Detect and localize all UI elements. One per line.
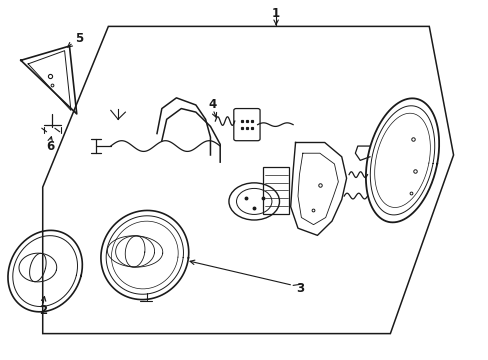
Bar: [262, 167, 289, 214]
Text: 5: 5: [75, 32, 83, 45]
Text: 4: 4: [208, 99, 217, 112]
Text: 2: 2: [39, 304, 47, 317]
Text: 3: 3: [296, 283, 304, 296]
Text: 1: 1: [271, 7, 280, 20]
Text: 6: 6: [46, 140, 54, 153]
